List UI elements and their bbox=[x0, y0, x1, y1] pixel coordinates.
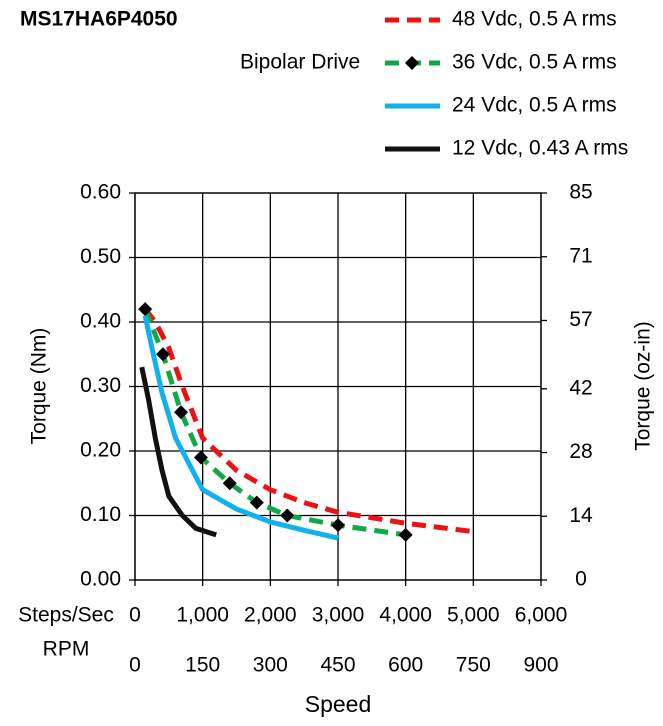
x2-tick-label: 900 bbox=[523, 654, 558, 677]
x-tick-label: 4,000 bbox=[379, 604, 432, 627]
x-tick-label: 3,000 bbox=[312, 604, 365, 627]
chart-subtitle: Bipolar Drive bbox=[240, 51, 360, 74]
x-tick-label: 6,000 bbox=[515, 604, 568, 627]
y-axis-title: Torque (Nm) bbox=[28, 328, 51, 445]
legend-label: 12 Vdc, 0.43 A rms bbox=[452, 137, 628, 160]
y2-tick-label: 57 bbox=[569, 308, 592, 331]
y2-tick-label: 28 bbox=[569, 440, 592, 463]
y2-tick-label: 71 bbox=[569, 244, 592, 267]
y-tick-label: 0.30 bbox=[80, 374, 121, 397]
legend-label: 24 Vdc, 0.5 A rms bbox=[452, 94, 617, 117]
legend-label: 48 Vdc, 0.5 A rms bbox=[452, 8, 617, 31]
x-tick-label: 0 bbox=[129, 604, 141, 627]
x-tick-label: 1,000 bbox=[176, 604, 229, 627]
x2-tick-label: 600 bbox=[388, 654, 423, 677]
chart-title: MS17HA6P4050 bbox=[20, 8, 178, 31]
legend-marker bbox=[405, 56, 419, 70]
legend-label: 36 Vdc, 0.5 A rms bbox=[452, 51, 617, 74]
x2-tick-label: 450 bbox=[320, 654, 355, 677]
data-point bbox=[174, 405, 189, 420]
x-axis-label: Steps/Sec bbox=[18, 604, 114, 627]
y-tick-label: 0.10 bbox=[80, 503, 121, 526]
y-tick-label: 0.20 bbox=[80, 439, 121, 462]
data-point bbox=[249, 495, 264, 510]
y-tick-label: 0.50 bbox=[80, 245, 121, 268]
x2-tick-label: 150 bbox=[185, 654, 220, 677]
x-tick-label: 2,000 bbox=[244, 604, 297, 627]
y-tick-label: 0.00 bbox=[80, 568, 121, 591]
x-axis-title: Speed bbox=[305, 691, 372, 717]
series-line bbox=[139, 366, 217, 538]
series-line bbox=[142, 315, 339, 541]
x2-tick-label: 750 bbox=[456, 654, 491, 677]
x2-axis-label: RPM bbox=[43, 638, 90, 661]
y2-tick-label: 0 bbox=[575, 568, 587, 591]
series-line bbox=[142, 308, 407, 538]
data-point bbox=[398, 527, 413, 542]
y-tick-label: 0.60 bbox=[80, 181, 121, 204]
y2-tick-label: 42 bbox=[569, 376, 592, 399]
y-tick-label: 0.40 bbox=[80, 310, 121, 333]
data-point bbox=[222, 476, 237, 491]
data-point bbox=[280, 508, 295, 523]
y2-axis-title: Torque (oz-in) bbox=[632, 321, 655, 451]
x-tick-label: 5,000 bbox=[447, 604, 500, 627]
x2-tick-label: 0 bbox=[129, 654, 141, 677]
series-line bbox=[143, 307, 474, 535]
y2-tick-label: 14 bbox=[569, 504, 593, 527]
data-point bbox=[331, 518, 345, 533]
y2-tick-label: 85 bbox=[569, 181, 592, 204]
x2-tick-label: 300 bbox=[253, 654, 288, 677]
data-point bbox=[193, 450, 208, 465]
plot-frame bbox=[134, 192, 542, 581]
data-point bbox=[138, 302, 153, 317]
data-point bbox=[156, 347, 171, 362]
